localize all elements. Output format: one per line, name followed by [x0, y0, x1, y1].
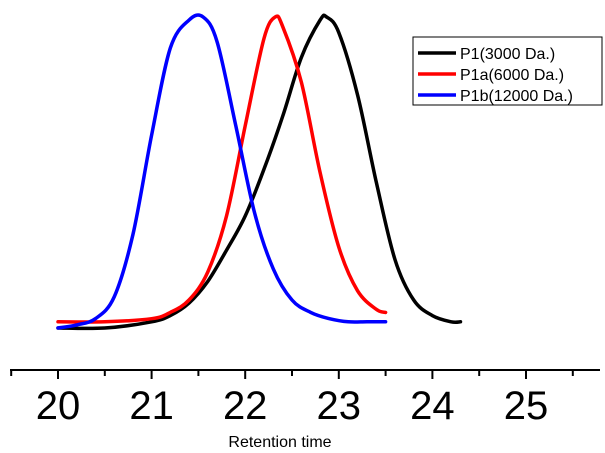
- legend: P1(3000 Da.) P1a(6000 Da.) P1b(12000 Da.): [412, 36, 603, 106]
- x-tick-label: 21: [129, 384, 174, 428]
- series-line-2: [56, 14, 388, 324]
- series-line-1: [56, 13, 463, 331]
- series-line-3: [56, 13, 388, 330]
- x-tick-label: 22: [223, 384, 268, 428]
- plot-area: [56, 13, 463, 331]
- x-axis-title: Retention time: [228, 434, 331, 451]
- x-tick-label: 24: [410, 384, 455, 428]
- legend-label-2: P1a(6000 Da.): [460, 67, 564, 84]
- x-tick-label: 20: [36, 384, 81, 428]
- legend-label-3: P1b(12000 Da.): [460, 88, 573, 105]
- legend-label-1: P1(3000 Da.): [460, 46, 555, 63]
- x-tick-label: 23: [317, 384, 362, 428]
- x-tick-label: 25: [504, 384, 549, 428]
- x-axis: 20 21 22 23 24 25: [10, 369, 600, 428]
